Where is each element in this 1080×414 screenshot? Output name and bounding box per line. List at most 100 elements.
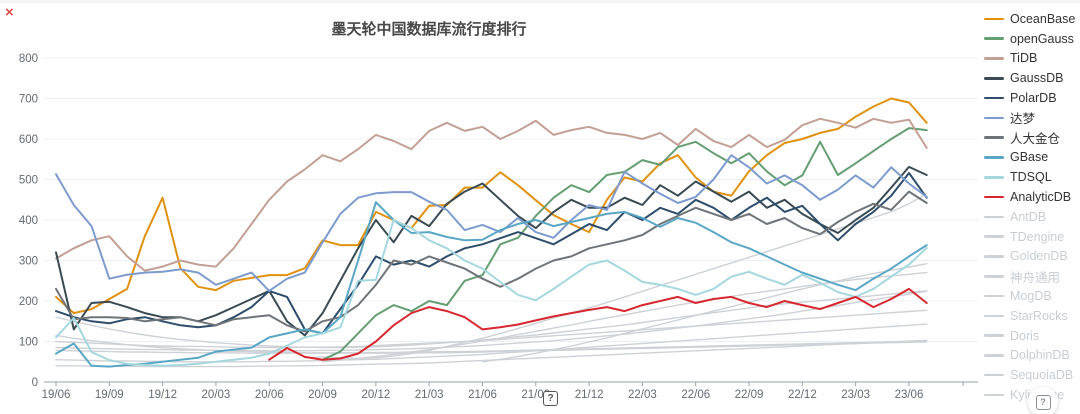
legend-item-神舟通用[interactable]: 神舟通用 bbox=[984, 266, 1080, 286]
legend-item-AntDB[interactable]: AntDB bbox=[984, 207, 1080, 227]
legend-swatch-icon bbox=[984, 37, 1004, 40]
close-icon[interactable]: × bbox=[5, 4, 14, 21]
chart-legend: OceanBase openGauss TiDB GaussDB PolarDB 达梦人大… bbox=[984, 9, 1080, 414]
x-axis-tick-label: 23/03 bbox=[841, 389, 870, 401]
y-axis-tick-label: 100 bbox=[19, 337, 38, 349]
legend-label: SequoiaDB bbox=[1010, 368, 1074, 383]
legend-swatch-icon bbox=[984, 57, 1004, 60]
legend-item-PolarDB[interactable]: PolarDB bbox=[984, 88, 1080, 108]
legend-label: GBase bbox=[1010, 150, 1049, 165]
legend-item-达梦[interactable]: 达梦 bbox=[984, 108, 1080, 128]
legend-swatch-icon bbox=[984, 77, 1004, 80]
help-button[interactable]: ? bbox=[1028, 387, 1058, 414]
legend-swatch-icon bbox=[984, 235, 1004, 238]
legend-label: TDengine bbox=[1010, 229, 1065, 244]
legend-item-TDSQL[interactable]: TDSQL bbox=[984, 167, 1080, 187]
legend-item-OceanBase[interactable]: OceanBase bbox=[984, 9, 1080, 29]
legend-label: StarRocks bbox=[1010, 308, 1068, 323]
legend-label: GaussDB bbox=[1010, 71, 1064, 86]
legend-label: Doris bbox=[1010, 328, 1040, 343]
legend-item-TDengine[interactable]: TDengine bbox=[984, 227, 1080, 247]
legend-item-StarRocks[interactable]: StarRocks bbox=[984, 306, 1080, 326]
x-axis-tick-label: 19/12 bbox=[148, 389, 177, 401]
legend-swatch-icon bbox=[984, 156, 1004, 159]
series-line-TDSQL bbox=[55, 219, 928, 367]
y-axis-tick-label: 800 bbox=[19, 53, 38, 65]
legend-label: TDSQL bbox=[1010, 170, 1052, 185]
legend-swatch-icon bbox=[984, 393, 1004, 397]
legend-label: PolarDB bbox=[1010, 91, 1057, 106]
legend-swatch-icon bbox=[984, 373, 1004, 377]
x-axis-tick-label: 21/09 bbox=[521, 389, 550, 401]
legend-item-openGauss[interactable]: openGauss bbox=[984, 29, 1080, 49]
x-axis-tick-label: 19/09 bbox=[95, 389, 124, 401]
legend-swatch-icon bbox=[984, 294, 1004, 298]
y-axis-tick-label: 700 bbox=[19, 94, 38, 106]
legend-item-人大金仓[interactable]: 人大金仓 bbox=[984, 128, 1080, 148]
legend-label: MogDB bbox=[1010, 289, 1052, 304]
legend-label: DolphinDB bbox=[1010, 348, 1070, 363]
y-axis-tick-label: 0 bbox=[32, 377, 38, 389]
y-axis-tick-label: 500 bbox=[19, 175, 38, 187]
legend-label: AnalyticDB bbox=[1010, 190, 1072, 205]
legend-label: TiDB bbox=[1010, 51, 1038, 66]
legend-label: 人大金仓 bbox=[1010, 132, 1061, 147]
legend-item-MogDB[interactable]: MogDB bbox=[984, 286, 1080, 306]
x-axis-tick-label: 22/03 bbox=[628, 389, 657, 401]
legend-swatch-icon bbox=[984, 255, 1004, 258]
x-axis-tick-label: 23/06 bbox=[895, 389, 924, 401]
x-axis-tick-label: 22/06 bbox=[681, 389, 710, 401]
series-line-神舟通用 bbox=[55, 340, 928, 354]
x-axis-tick-label: 22/12 bbox=[788, 389, 817, 401]
x-axis-tick-label: 20/03 bbox=[202, 389, 231, 401]
legend-item-Doris[interactable]: Doris bbox=[984, 326, 1080, 346]
legend-swatch-icon bbox=[984, 116, 1004, 120]
top-divider bbox=[0, 0, 1080, 3]
legend-swatch-icon bbox=[984, 195, 1004, 199]
legend-swatch-icon bbox=[984, 215, 1004, 219]
series-line-Kyligence bbox=[55, 339, 928, 368]
x-axis-tick-label: 19/06 bbox=[42, 389, 71, 401]
series-line-GBase bbox=[55, 201, 928, 368]
legend-item-GBase[interactable]: GBase bbox=[984, 148, 1080, 168]
legend-item-TiDB[interactable]: TiDB bbox=[984, 49, 1080, 69]
x-axis-tick-label: 20/09 bbox=[308, 389, 337, 401]
legend-swatch-icon bbox=[984, 96, 1004, 100]
series-line-AnalyticDB bbox=[268, 287, 928, 361]
y-axis-tick-label: 300 bbox=[19, 256, 38, 268]
legend-label: 达梦 bbox=[1010, 112, 1036, 127]
legend-swatch-icon bbox=[984, 354, 1004, 357]
legend-swatch-icon bbox=[984, 176, 1004, 179]
legend-label: 神舟通用 bbox=[1010, 270, 1061, 285]
legend-item-GoldenDB[interactable]: GoldenDB bbox=[984, 247, 1080, 267]
x-axis-tick-label: 21/06 bbox=[468, 389, 497, 401]
legend-swatch-icon bbox=[984, 314, 1004, 318]
legend-label: OceanBase bbox=[1010, 11, 1076, 26]
legend-item-GaussDB[interactable]: GaussDB bbox=[984, 68, 1080, 88]
legend-swatch-icon bbox=[984, 17, 1004, 21]
y-axis-tick-label: 600 bbox=[19, 134, 38, 146]
question-mark-icon: ? bbox=[1035, 394, 1051, 410]
series-line-TiDB bbox=[55, 117, 928, 272]
series-line-人大金仓 bbox=[55, 190, 928, 333]
legend-item-DolphinDB[interactable]: DolphinDB bbox=[984, 346, 1080, 366]
legend-swatch-icon bbox=[984, 136, 1004, 139]
x-axis-tick-label: 21/03 bbox=[415, 389, 444, 401]
x-axis-tick-label: 20/12 bbox=[361, 389, 390, 401]
series-line-达梦 bbox=[55, 154, 928, 292]
legend-item-SequoiaDB[interactable]: SequoiaDB bbox=[984, 365, 1080, 385]
chart-title: 墨天轮中国数据库流行度排行 bbox=[331, 21, 527, 38]
series-line-PolarDB bbox=[55, 172, 928, 335]
series-line-OceanBase bbox=[55, 97, 928, 315]
series-line-DolphinDB bbox=[55, 323, 928, 363]
series-line-SequoiaDB bbox=[55, 334, 928, 354]
legend-label: openGauss bbox=[1010, 31, 1074, 46]
legend-label: GoldenDB bbox=[1010, 249, 1068, 264]
series-line-MogDB bbox=[304, 192, 928, 360]
legend-item-AnalyticDB[interactable]: AnalyticDB bbox=[984, 187, 1080, 207]
x-axis-tick-label: 21/12 bbox=[575, 389, 604, 401]
axis-help-icon[interactable]: ? bbox=[543, 391, 558, 406]
x-axis-tick-label: 20/06 bbox=[255, 389, 284, 401]
